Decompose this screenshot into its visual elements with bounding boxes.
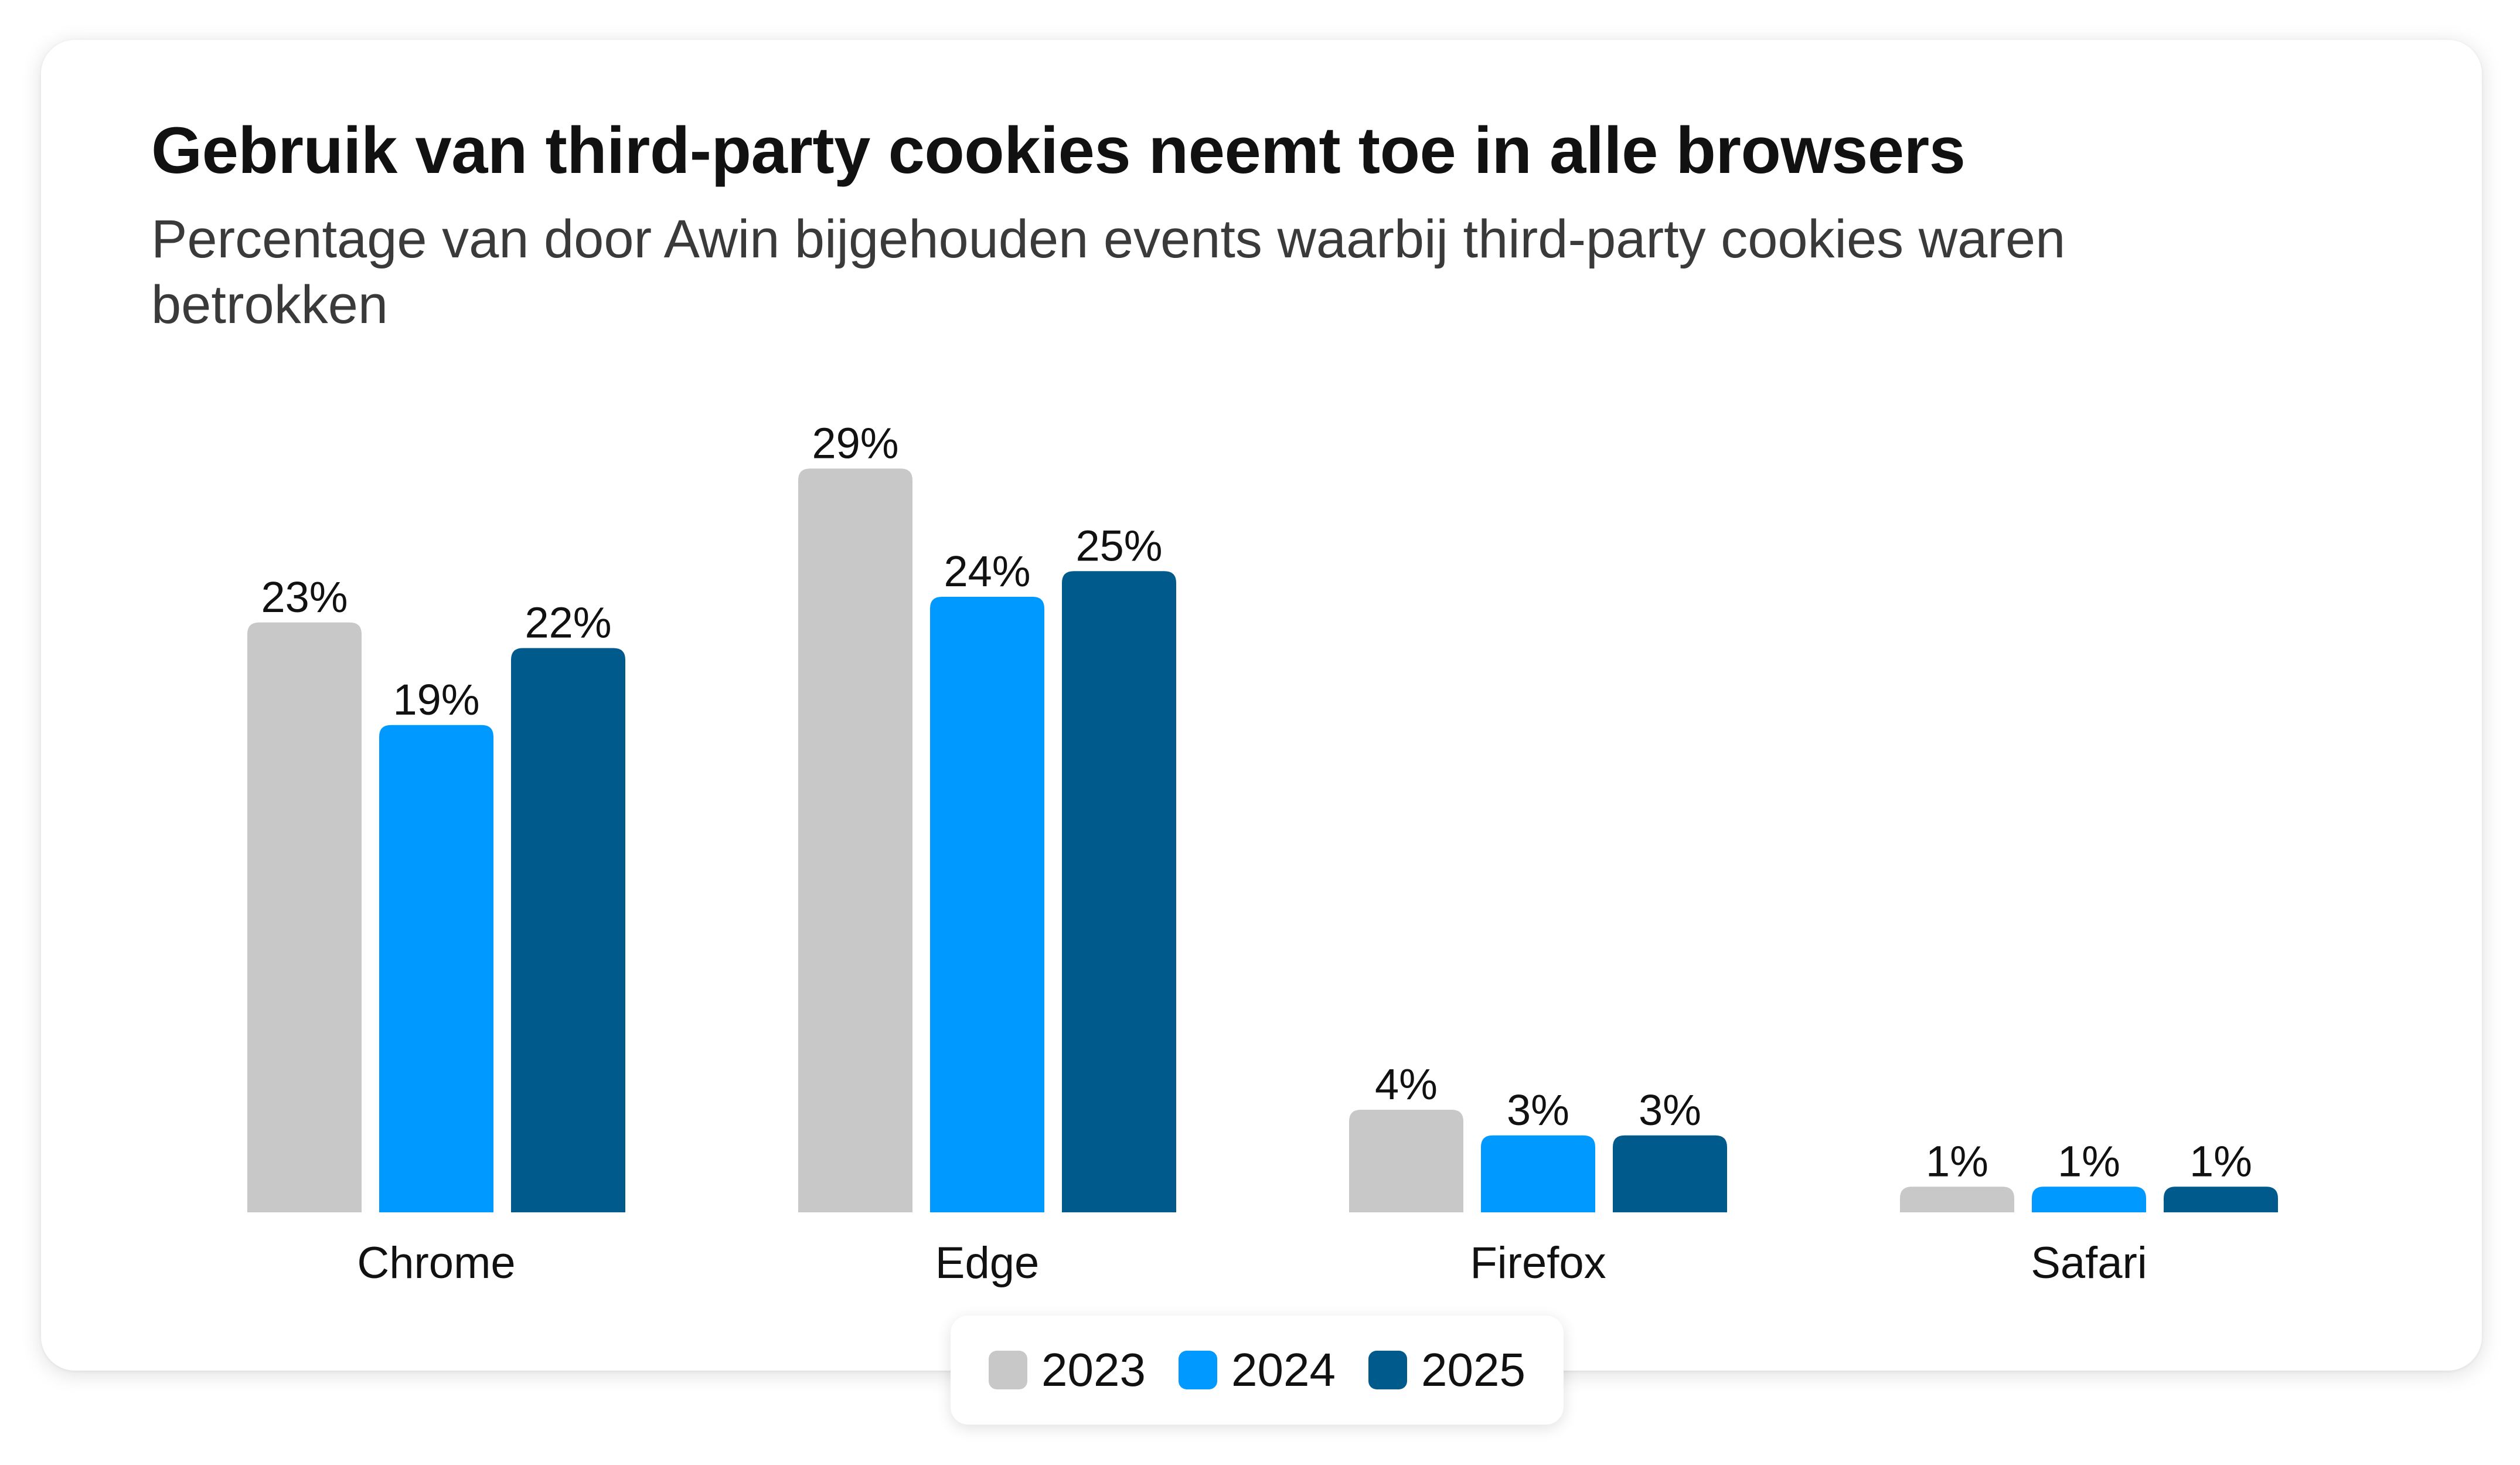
data-label-edge-2024: 24% (944, 547, 1030, 596)
data-label-firefox-2024: 3% (1507, 1086, 1569, 1134)
legend-label-2025: 2025 (1421, 1344, 1525, 1396)
chart-legend: 2023 2024 2025 (951, 1316, 1564, 1425)
data-label-chrome-2024: 19% (393, 675, 479, 724)
bar-firefox-2025 (1613, 1135, 1727, 1212)
bar-edge-2023 (798, 468, 912, 1212)
bar-chrome-2025 (511, 648, 625, 1212)
legend-label-2024: 2024 (1231, 1344, 1336, 1396)
bar-chrome-2023 (247, 622, 362, 1212)
data-label-firefox-2025: 3% (1639, 1086, 1701, 1134)
legend-swatch-2024 (1179, 1351, 1218, 1389)
x-tick-label-edge: Edge (935, 1238, 1040, 1288)
bar-chrome-2024 (379, 725, 493, 1212)
x-tick-label-chrome: Chrome (357, 1238, 515, 1288)
legend-label-2023: 2023 (1041, 1344, 1146, 1396)
data-label-edge-2025: 25% (1075, 521, 1162, 570)
chart-title: Gebruik van third-party cookies neemt to… (151, 114, 1966, 187)
bar-edge-2025 (1062, 571, 1176, 1212)
legend-item-2025: 2025 (1368, 1343, 1525, 1397)
legend-item-2023: 2023 (989, 1343, 1146, 1397)
bar-edge-2024 (930, 597, 1044, 1212)
bar-safari-2025 (2164, 1187, 2278, 1212)
legend-swatch-2023 (989, 1351, 1028, 1389)
chart-subtitle: Percentage van door Awin bijgehouden eve… (151, 209, 2066, 335)
bar-safari-2024 (2032, 1187, 2146, 1212)
x-tick-label-safari: Safari (2031, 1238, 2147, 1288)
x-tick-label-firefox: Firefox (1470, 1238, 1606, 1288)
legend-item-2024: 2024 (1179, 1343, 1336, 1397)
bar-firefox-2023 (1349, 1110, 1463, 1212)
data-label-firefox-2023: 4% (1375, 1060, 1438, 1109)
data-label-edge-2023: 29% (812, 419, 898, 467)
bar-safari-2023 (1900, 1187, 2014, 1212)
data-label-chrome-2025: 22% (525, 599, 611, 647)
data-label-safari-2023: 1% (1926, 1137, 1988, 1185)
data-label-safari-2024: 1% (2058, 1137, 2120, 1185)
legend-swatch-2025 (1368, 1351, 1407, 1389)
data-label-safari-2025: 1% (2189, 1137, 2252, 1185)
data-label-chrome-2023: 23% (261, 573, 348, 621)
bar-firefox-2024 (1481, 1135, 1595, 1212)
